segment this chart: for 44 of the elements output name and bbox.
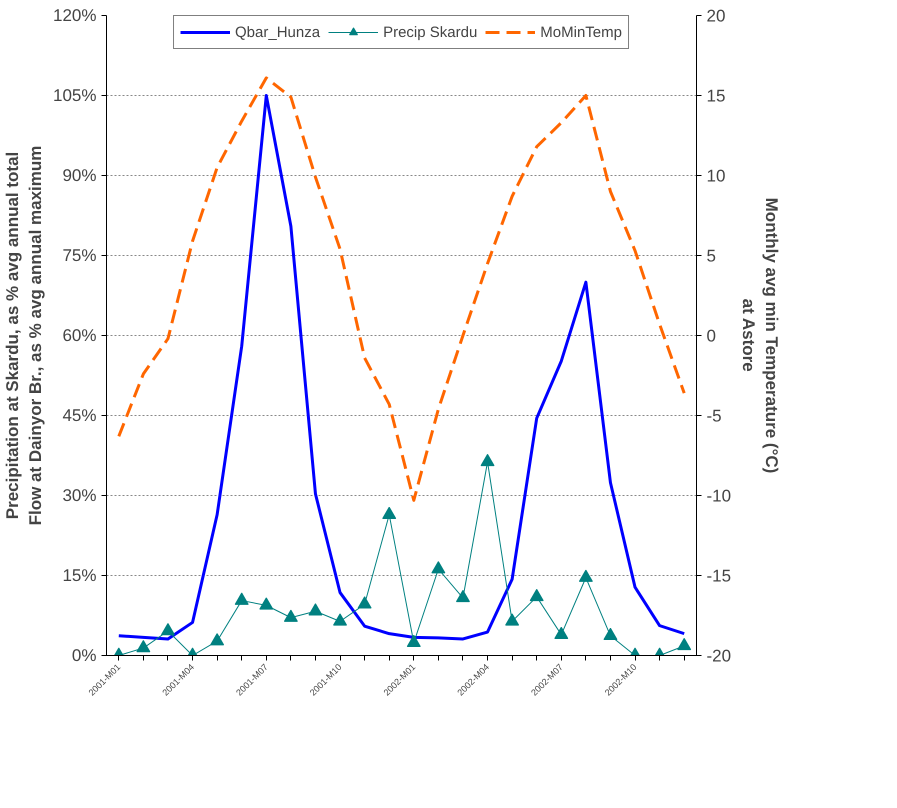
y-tick-label: 60% — [62, 326, 97, 345]
y2-tick-label: -20 — [706, 646, 732, 666]
point — [160, 622, 175, 636]
y2-tick-label: 5 — [706, 246, 716, 266]
y2-tick-label: -10 — [706, 486, 732, 506]
point — [210, 633, 224, 646]
point — [431, 561, 446, 574]
y2-tick-label: 10 — [706, 166, 726, 186]
y2-tick-label: -5 — [706, 406, 722, 426]
point — [603, 628, 618, 640]
y-tick-label: 120% — [53, 6, 97, 25]
point — [284, 610, 298, 622]
point — [505, 613, 520, 626]
y-tick-label: 30% — [62, 486, 97, 505]
y-tick-label: 15% — [62, 566, 97, 585]
point — [333, 613, 348, 626]
point — [136, 640, 150, 652]
legend-label: MoMinTemp — [540, 24, 622, 40]
y-tick-label: 0% — [72, 646, 97, 665]
line-series — [117, 76, 686, 502]
point — [234, 592, 249, 605]
point — [406, 634, 421, 647]
point — [456, 590, 470, 602]
y-tick-label: 75% — [62, 246, 97, 265]
point — [530, 588, 544, 602]
point — [677, 638, 692, 650]
y2-tick-label: 15 — [706, 86, 726, 106]
point — [554, 626, 568, 639]
y2-axis-title: Monthly avg min Temperature (°C) at Astore — [739, 198, 781, 474]
y-tick-label: 105% — [53, 86, 97, 105]
point — [308, 603, 322, 616]
y2-tick-label: -15 — [706, 566, 732, 586]
point — [259, 597, 274, 610]
legend-label: Precip Skardu — [383, 24, 478, 40]
y-axis-title: Precipitation at Skardu, as % avg annual total Flow at Dainyor Br., as % avg annual maximum — [3, 146, 46, 526]
point — [358, 596, 372, 609]
point — [382, 506, 396, 519]
y2-tick-label: 20 — [706, 6, 726, 26]
y-tick-label: 45% — [62, 406, 97, 425]
y2-tick-label: 0 — [706, 326, 716, 346]
y-tick-label: 90% — [62, 166, 97, 185]
legend-label: Qbar_Hunza — [235, 24, 320, 40]
point — [480, 454, 495, 466]
point — [578, 570, 593, 582]
